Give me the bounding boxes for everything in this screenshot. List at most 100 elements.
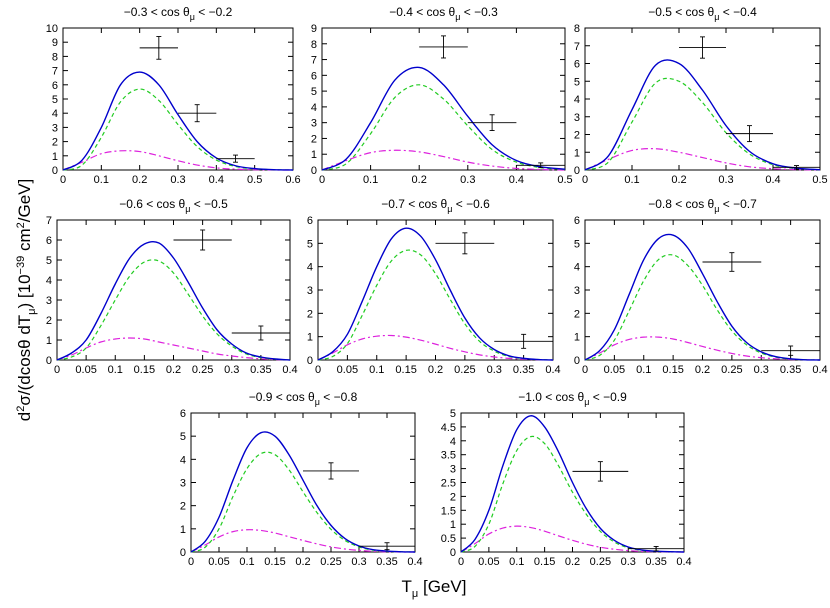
panel-title-part: −0.5 < cos θ [648,5,714,19]
y-tick-label: 1 [311,149,317,161]
y-tick-label: 2 [52,137,58,149]
data-point [628,545,684,552]
x-tick-label: 0.2 [166,364,181,376]
y-tick-label: 4.5 [441,422,456,434]
data-point [467,114,517,132]
panel-title: −0.4 < cos θμ < −0.3 [389,5,498,22]
panel-title-part: −0.6 < cos θ [119,197,185,211]
panel-title-sub: μ [584,397,589,407]
y-tick-label: 3 [180,478,186,490]
x-tick-label: 0.2 [695,364,710,376]
x-tick-label: 0.05 [208,556,229,568]
x-tick-label: 0.15 [264,556,285,568]
x-tick-label: 0.3 [460,174,475,186]
series-magenta-line [584,336,821,361]
panel-title: −1.0 < cos θμ < −0.9 [518,390,627,407]
x-tick-label: 0.05 [604,364,625,376]
x-tick-label: 0.3 [718,174,733,186]
series-total-line [321,66,566,171]
x-tick-label: 0.1 [239,556,254,568]
data-point [216,154,255,163]
data-point [419,35,468,59]
y-tick-label: 6 [574,59,580,71]
series-magenta-line [460,525,685,553]
y-tick-label: 10 [46,23,58,35]
y-tick-label: 0 [450,547,456,559]
x-tick-label: 0.35 [780,364,801,376]
series-total-line [190,431,416,553]
x-tick-label: 0.25 [721,364,742,376]
y-tick-label: 6 [46,235,52,247]
y-tick-label: 6 [311,70,317,82]
x-tick-label: 0.2 [428,364,443,376]
y-tick-label: 2.5 [441,478,456,490]
panel-title-part: < −0.6 [452,197,490,211]
series-magenta-line [584,148,821,171]
x-tick-label: 0.25 [192,364,213,376]
y-tick-label: 3 [52,122,58,134]
data-point [173,229,232,251]
x-tick-label: 0.15 [662,364,683,376]
y-tick-label: 2 [574,130,580,142]
panel-5: −0.7 < cos θμ < −0.6 0 0.05 0.1 0.15 0.2 0.25 0… [307,197,561,376]
x-tick-label: 0.25 [454,364,475,376]
y-tick-label: 2 [574,308,580,320]
y-tick-label: 5 [574,238,580,250]
panel-title-part: < −0.3 [460,5,498,19]
panel-title: −0.6 < cos θμ < −0.5 [119,197,228,214]
y-tick-label: 7 [574,41,580,53]
x-tick-label: 0.4 [209,174,224,186]
panel-title-part: −1.0 < cos θ [518,390,584,404]
panel-title-part: −0.3 < cos θ [124,5,190,19]
x-tick-label: 0 [315,364,321,376]
y-tick-label: 9 [311,23,317,35]
x-tick-label: 0.4 [765,174,780,186]
series-total-line [584,59,821,171]
y-tick-label: 0.5 [441,533,456,545]
x-axis-label: Tμ [GeV] [402,577,467,600]
y-tick-label: 5 [450,408,456,420]
y-tick-label: 3 [450,464,456,476]
y-tick-label: 5 [46,255,52,267]
panel-title-sub: μ [455,12,460,22]
series-green-line [56,259,291,361]
series-total-line [317,227,554,361]
panel-frame [317,219,554,361]
y-tick-label: 4 [574,94,580,106]
series-green-line [317,249,554,361]
y-tick-label: 3 [46,295,52,307]
panel-title: −0.7 < cos θμ < −0.6 [381,197,490,214]
panel-title-sub: μ [185,204,190,214]
y-tick-label: 0 [52,165,58,177]
x-tick-label: 0.35 [645,556,666,568]
y-tick-label: 0 [311,165,317,177]
data-point [516,162,565,169]
panel-title-part: < −0.7 [719,197,757,211]
y-tick-label: 5 [180,431,186,443]
x-tick-label: 0.3 [224,364,239,376]
panel-title-sub: μ [190,12,195,22]
x-tick-label: 0.2 [412,174,427,186]
data-point [303,462,359,480]
x-tick-label: 0 [60,174,66,186]
x-tick-label: 0.4 [407,556,422,568]
y-tick-label: 1 [574,147,580,159]
data-point [435,232,495,255]
x-tick-label: 0.1 [624,174,639,186]
x-tick-label: 0.35 [376,556,397,568]
panel-title-part: < −0.4 [719,5,757,19]
x-tick-label: 0.2 [295,556,310,568]
panel-title: −0.3 < cos θμ < −0.2 [124,5,233,22]
y-tick-label: 1 [307,332,313,344]
series-green-line [321,84,566,171]
x-tick-label: 0.1 [94,174,109,186]
x-tick-label: 0.3 [487,364,502,376]
x-tick-label: 0.3 [351,556,366,568]
panel-7: −0.9 < cos θμ < −0.8 0 0.05 0.1 0.15 0.2 0.25 0… [180,390,423,568]
panel-title-part: −0.4 < cos θ [389,5,455,19]
panel-frame [190,412,416,553]
y-tick-label: 5 [574,76,580,88]
panel-2: −0.4 < cos θμ < −0.3 0 0.1 0.2 0.3 0.4 0.5 0 1 2 3… [311,5,573,186]
y-tick-label: 8 [52,51,58,63]
